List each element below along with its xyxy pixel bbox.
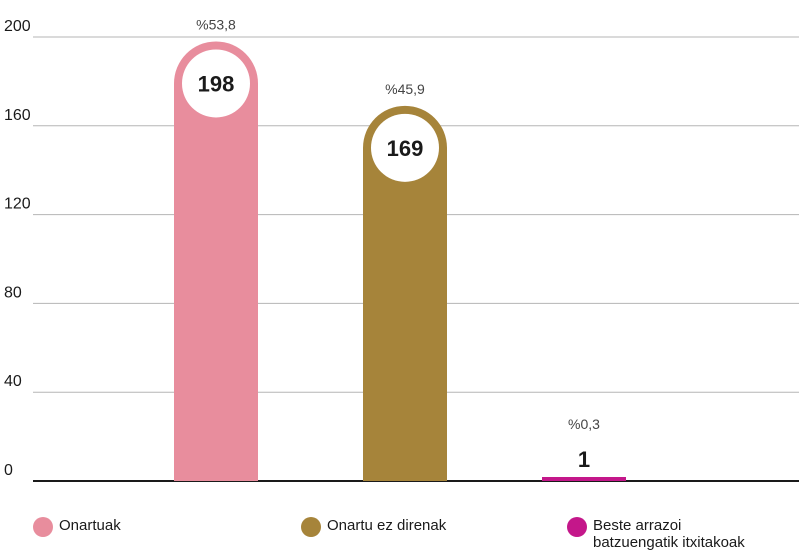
legend-swatch-onartu-ez-direnak [301, 517, 321, 537]
percent-label: %53,8 [196, 16, 236, 32]
y-tick-label: 160 [4, 107, 31, 124]
percent-label: %45,9 [385, 81, 425, 97]
y-tick-label: 80 [4, 284, 22, 301]
bars: 198 %53,8 169 %45,9 1 %0,3 [174, 16, 626, 482]
y-axis: 0 40 80 120 160 200 [4, 18, 31, 479]
value-label: 1 [578, 447, 590, 472]
legend-label-onartu-ez-direnak: Onartu ez direnak [327, 517, 447, 534]
percent-label: %0,3 [568, 416, 600, 432]
legend-item-onartu-ez-direnak: Onartu ez direnak [301, 517, 446, 537]
legend-item-onartuak: Onartuak [33, 517, 121, 537]
legend-label-onartuak: Onartuak [59, 517, 121, 534]
legend-label-beste-arrazoi: Beste arrazoi batzuengatik itxitakoak [593, 517, 745, 551]
legend-swatch-beste-arrazoi [567, 517, 587, 537]
bar [174, 41, 258, 482]
legend-item-beste-arrazoi: Beste arrazoi batzuengatik itxitakoak [567, 517, 767, 551]
y-tick-label: 120 [4, 196, 31, 213]
value-label: 169 [387, 136, 424, 161]
y-tick-label: 0 [4, 462, 13, 479]
bar [542, 477, 626, 481]
value-badge [371, 113, 439, 182]
bar [363, 105, 447, 482]
value-label: 198 [198, 71, 235, 96]
y-tick-label: 40 [4, 373, 22, 390]
y-tick-label: 200 [4, 18, 31, 35]
legend-swatch-onartuak [33, 517, 53, 537]
value-badge [182, 49, 250, 118]
